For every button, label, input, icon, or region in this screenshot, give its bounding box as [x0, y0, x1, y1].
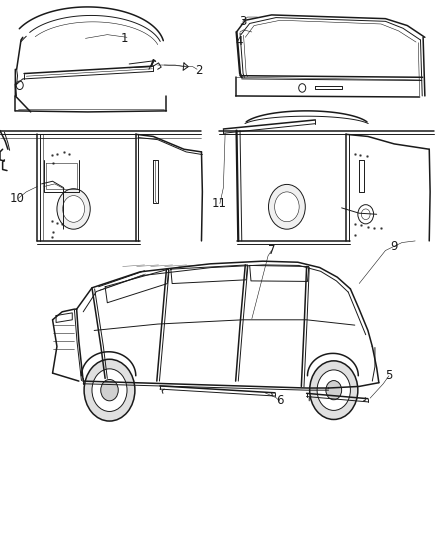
Circle shape — [101, 379, 118, 401]
Text: 1: 1 — [121, 32, 129, 45]
Circle shape — [57, 189, 90, 229]
Circle shape — [16, 81, 23, 90]
Text: 5: 5 — [385, 369, 392, 382]
Circle shape — [63, 196, 85, 222]
Circle shape — [275, 192, 299, 222]
Circle shape — [84, 359, 135, 421]
Circle shape — [317, 370, 350, 410]
Text: 7: 7 — [268, 244, 276, 257]
Text: 9: 9 — [390, 240, 398, 253]
Text: 6: 6 — [276, 394, 283, 407]
Circle shape — [326, 381, 342, 400]
Circle shape — [268, 184, 305, 229]
Circle shape — [358, 205, 374, 224]
Circle shape — [361, 209, 370, 220]
Circle shape — [310, 361, 358, 419]
Text: 2: 2 — [195, 64, 203, 77]
Text: 3: 3 — [240, 15, 247, 28]
Circle shape — [299, 84, 306, 92]
Text: 4: 4 — [235, 35, 243, 48]
Circle shape — [92, 369, 127, 411]
Text: 10: 10 — [10, 192, 25, 205]
Text: 11: 11 — [212, 197, 226, 210]
